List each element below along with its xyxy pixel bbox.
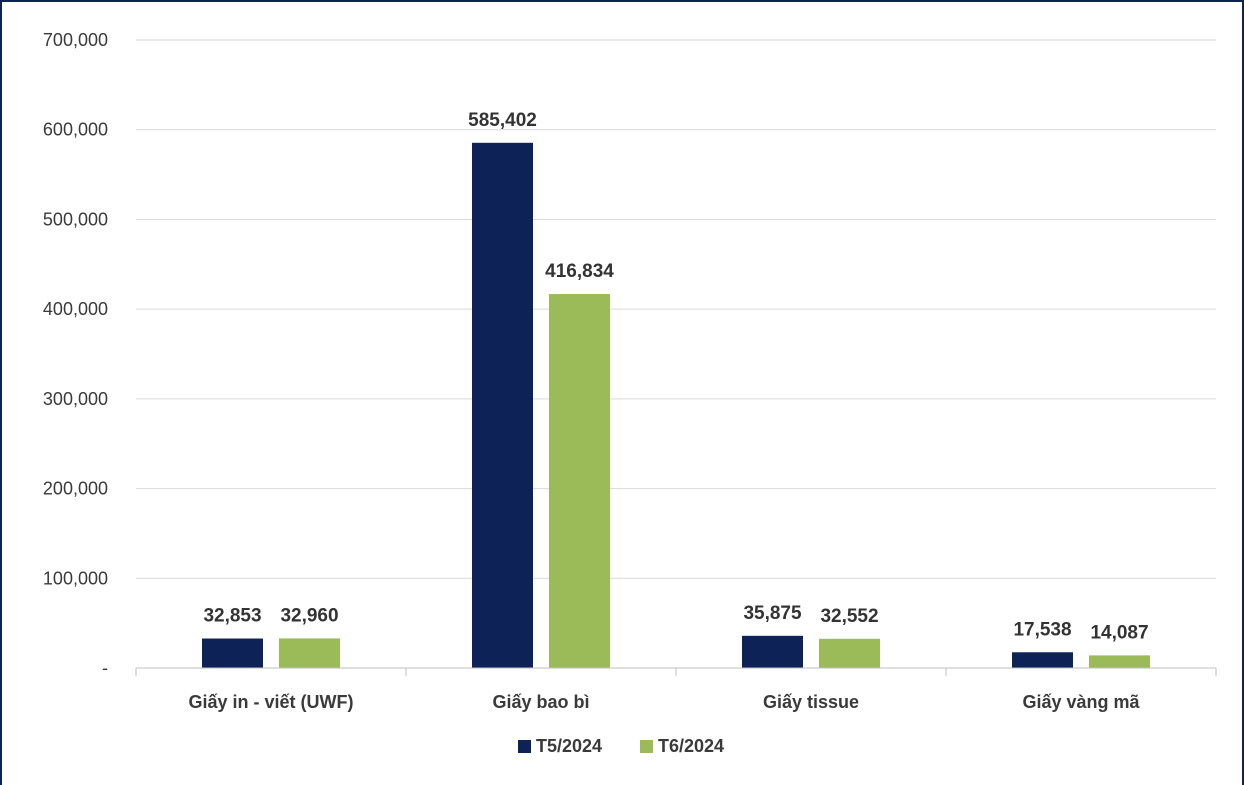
legend-swatch [518, 740, 531, 753]
bar-T5/2024 [472, 142, 533, 668]
legend: T5/2024 T6/2024 [518, 736, 724, 756]
data-label: 32,552 [820, 606, 878, 627]
x-axis: Giấy in - viết (UWF) Giấy bao bì Giấy tiss… [135, 667, 1217, 712]
data-label: 32,960 [280, 605, 338, 626]
legend-swatch [640, 740, 653, 753]
y-tick-label: 200,000 [43, 479, 108, 499]
data-label: 416,834 [545, 261, 614, 282]
y-tick-label: 700,000 [43, 30, 108, 50]
data-label: 32,853 [203, 606, 261, 627]
bar-T6/2024 [549, 294, 610, 668]
data-label: 14,087 [1090, 622, 1148, 643]
y-tick-label: 300,000 [43, 389, 108, 409]
x-tick-label: Giấy tissue [763, 692, 859, 712]
data-labels: 32,853 32,960 585,402 416,834 35,875 32,552 17… [203, 110, 1148, 644]
y-tick-label: 100,000 [43, 568, 108, 588]
x-tick-label: Giấy bao bì [492, 692, 589, 712]
y-tick-label: - [102, 658, 108, 678]
legend-label: T5/2024 [536, 736, 602, 756]
data-label: 35,875 [743, 603, 802, 624]
bar-T6/2024 [279, 638, 340, 668]
y-tick-label: 600,000 [43, 120, 108, 140]
x-tick-label: Giấy vàng mã [1022, 692, 1140, 712]
x-tick-label: Giấy in - viết (UWF) [188, 692, 353, 712]
bars [202, 142, 1150, 668]
data-label: 17,538 [1013, 619, 1071, 640]
bar-T5/2024 [1012, 652, 1073, 668]
y-tick-label: 500,000 [43, 209, 108, 229]
bar-T5/2024 [742, 635, 803, 668]
bar-T6/2024 [1089, 655, 1150, 668]
data-label: 585,402 [468, 110, 537, 131]
y-tick-label: 400,000 [43, 299, 108, 319]
bar-T6/2024 [819, 638, 880, 668]
legend-label: T6/2024 [658, 736, 724, 756]
gridlines [136, 39, 1216, 579]
bar-T5/2024 [202, 638, 263, 668]
y-axis-ticks: - 100,000 200,000 300,000 400,000 500,000 600,… [43, 30, 108, 678]
